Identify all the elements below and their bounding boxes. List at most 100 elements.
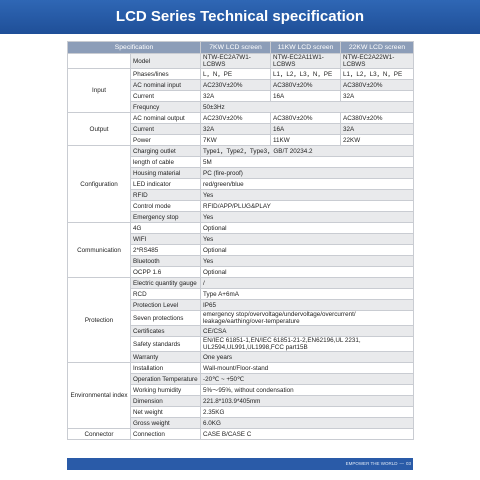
spec-value: Yes [200,189,415,201]
spec-value: 221.8*103.9*405mm [200,395,415,407]
spec-row: LED indicator red/green/blue [68,178,415,190]
spec-name: Charging outlet [129,145,202,157]
spec-value: 5%～95%, without condensation [200,384,415,396]
spec-name: Safety standards [129,336,202,352]
spec-value: Type1，Type2，Type3，GB/T 20234.2 [200,145,415,157]
column-header: Specification [66,41,202,54]
spec-name: Current [129,90,202,102]
spec-value: 32A [340,123,415,135]
spec-value: RFID/APP/PLUG&PLAY [200,200,415,212]
spec-name: LED indicator [129,178,202,190]
spec-value: Optional [200,266,415,278]
spec-row: Housing material PC (fire-proof) [68,167,415,179]
group-label: Connector [67,428,131,440]
spec-name: Phases/lines [129,68,202,80]
spec-value: 32A [340,90,415,102]
spec-value: emergency stop/overvoltage/undervoltage/… [200,310,415,326]
footer-sep: — [399,461,404,466]
spec-name: Model [129,53,202,69]
spec-value: 2.35KG [200,406,415,418]
spec-row: OCPP 1.6 Optional [68,266,415,278]
spec-name: Emergency stop [129,211,202,223]
group-label: Environmental index [67,362,131,429]
spec-name: AC nominal output [129,112,202,124]
column-header: 7KW LCD screen [200,41,272,54]
spec-name: Electric quantity gauge [129,277,202,289]
group-label: Output [67,112,131,146]
header-row: Specification 7KW LCD screen 11KW LCD sc… [66,41,415,54]
spec-row: Certificates CE/CSA [68,325,415,337]
spec-value: NTW-EC2A22W1-LCBWS [340,53,415,69]
spec-name: Gross weight [129,417,202,429]
spec-row: Bluetooth Yes [68,255,415,267]
title: LCD Series Technical specification [0,0,480,34]
spec-row: Model NTW-EC2A7W1-LCBWS NTW-EC2A11W1-LCBWS… [67,53,415,69]
group-label: Input [67,68,131,113]
spec-value: AC230V±20% [200,79,272,91]
spec-name: RFID [129,189,202,201]
spec-name: OCPP 1.6 [129,266,202,278]
spec-value: Optional [200,222,415,234]
spec-name: Dimension [129,395,202,407]
spec-value: AC380V±20% [270,112,342,124]
spec-value: L1，L2，L3，N，PE [270,68,342,80]
spec-name: Working humidity [129,384,202,396]
spec-value: / [200,277,415,289]
spec-value: One years [200,351,415,363]
group-label: Protection [67,277,131,363]
spec-value: AC230V±20% [200,112,272,124]
spec-value: L，N，PE [200,68,272,80]
spec-row: Connector Connection CASE B/CASE C [67,428,415,440]
spec-name: Power [129,134,202,146]
spec-row: Protection Electric quantity gauge / [67,277,415,363]
spec-value: 7KW [200,134,272,146]
group-label [67,53,131,69]
footer: EMPOWER THE WORLD —03 [67,458,413,470]
spec-row: Frequncy 50±3Hz [68,101,415,113]
spec-name: WIFI [129,233,202,245]
spec-value: NTW-EC2A11W1-LCBWS [270,53,342,69]
spec-name: AC nominal input [129,79,202,91]
spec-name: Installation [129,362,202,374]
spec-value: 6.0KG [200,417,415,429]
spec-value: NTW-EC2A7W1-LCBWS [200,53,272,69]
spec-row: Input Phases/lines L，N，PE L1，L2，L3，N，PE L1，L… [67,68,415,113]
spec-name: Certificates [129,325,202,337]
group-label: Communication [67,222,131,278]
spec-value: 22KW [340,134,415,146]
spec-value: Yes [200,233,415,245]
spec-row: Power 7KW 11KW 22KW [68,134,415,146]
spec-value: Yes [200,255,415,267]
spec-row: Safety standards EN/IEC 61851-1,EN/IEC 61… [68,336,415,352]
spec-name: Frequncy [129,101,202,113]
spec-row: Protection Level IP65 [68,299,415,311]
spec-value: Optional [200,244,415,256]
spec-name: Bluetooth [129,255,202,267]
spec-value: 5M [200,156,415,168]
spec-value: PC (fire-proof) [200,167,415,179]
spec-row: Current 32A 16A 32A [68,90,415,102]
spec-row: Communication 4G Optional [67,222,415,278]
spec-value: L1，L2，L3，N，PE [340,68,415,80]
spec-value: 16A [270,123,342,135]
spec-name: 2*RS485 [129,244,202,256]
spec-row: Current 32A 16A 32A [68,123,415,135]
spec-row: Configuration Charging outlet Type1，Type2，… [67,145,415,223]
spec-name: Housing material [129,167,202,179]
spec-value: AC380V±20% [270,79,342,91]
spec-value: red/green/blue [200,178,415,190]
spec-value: CASE B/CASE C [200,428,415,440]
spec-value: 16A [270,90,342,102]
spec-value: Yes [200,211,415,223]
page-number: 03 [405,461,411,466]
spec-name: Control mode [129,200,202,212]
spec-table: Specification 7KW LCD screen 11KW LCD sc… [66,41,415,440]
spec-name: Seven protections [129,310,202,326]
spec-row: Environmental index Installation Wall-moun… [67,362,415,429]
spec-value: 32A [200,90,272,102]
spec-name: Protection Level [129,299,202,311]
spec-row: Dimension 221.8*103.9*405mm [68,395,415,407]
spec-name: Net weight [129,406,202,418]
spec-row: AC nominal input AC230V±20% AC380V±20% AC38… [68,79,415,91]
